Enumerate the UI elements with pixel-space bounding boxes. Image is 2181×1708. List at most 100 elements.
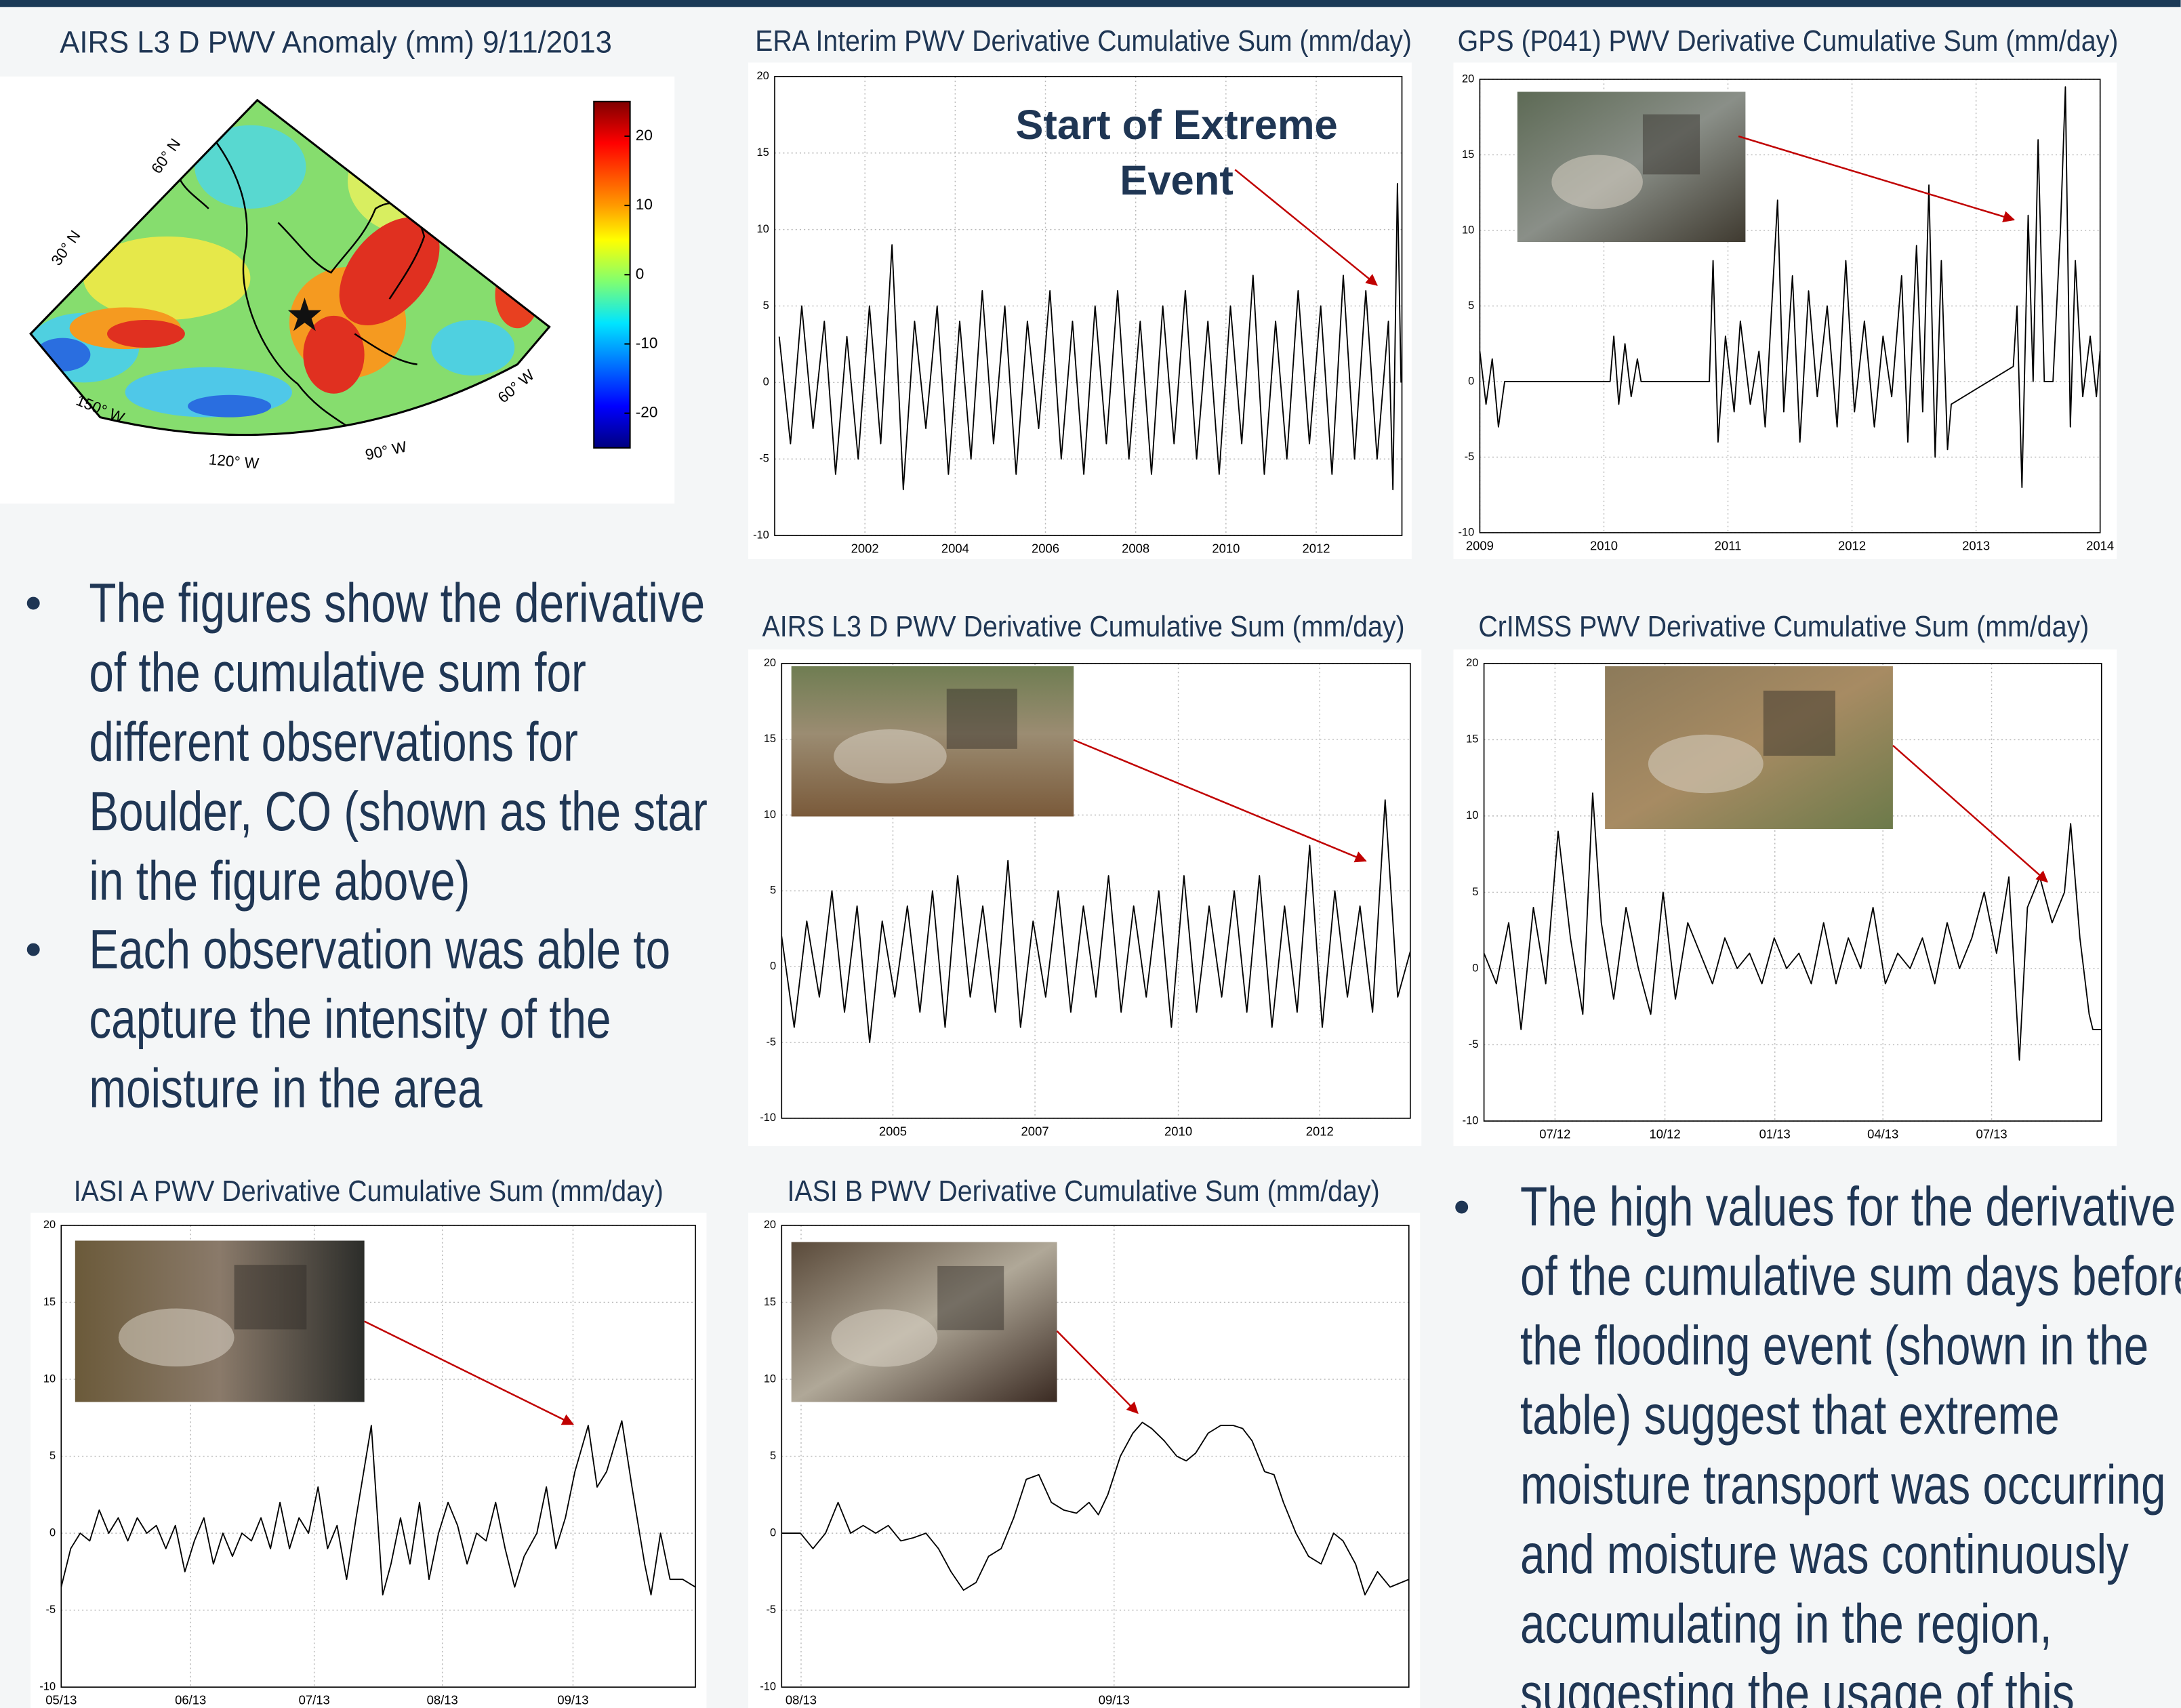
- x-tick-label: 2011: [1715, 538, 1742, 552]
- y-tick-label: 0: [770, 1526, 776, 1539]
- photo-detail: [831, 1309, 937, 1367]
- y-tick-label: 20: [764, 657, 776, 669]
- x-tick-label: 2010: [1164, 1124, 1192, 1138]
- annotation: Start of Extreme: [1015, 102, 1337, 148]
- y-tick-label: 15: [1462, 148, 1474, 161]
- y-tick-label: 20: [757, 70, 769, 82]
- y-tick-label: -10: [39, 1681, 56, 1693]
- y-tick-label: 20: [43, 1219, 56, 1231]
- x-tick-label: 06/13: [175, 1693, 206, 1707]
- y-tick-label: 15: [1466, 733, 1478, 746]
- colorbar-label: 10: [636, 196, 653, 213]
- x-tick-label: 01/13: [1759, 1126, 1791, 1141]
- x-tick-label: 2010: [1212, 541, 1240, 555]
- map-title: AIRS L3 D PWV Anomaly (mm) 9/11/2013: [60, 25, 612, 60]
- x-tick-label: 04/13: [1867, 1126, 1898, 1141]
- y-tick-label: 0: [1472, 962, 1478, 974]
- y-tick-label: 5: [763, 300, 769, 312]
- y-tick-label: -5: [1469, 1038, 1479, 1051]
- annotation: Event: [1120, 157, 1234, 204]
- y-tick-label: 0: [49, 1526, 56, 1539]
- chart-title: GPS (P041) PWV Derivative Cumulative Sum…: [1458, 25, 2119, 58]
- chart-title: ERA Interim PWV Derivative Cumulative Su…: [755, 25, 1412, 58]
- x-tick-label: 07/13: [1976, 1126, 2007, 1141]
- x-tick-label: 07/12: [1539, 1126, 1570, 1141]
- x-tick-label: 2013: [1962, 538, 1990, 552]
- y-tick-label: -5: [766, 1036, 776, 1048]
- chart-title: IASI B PWV Derivative Cumulative Sum (mm…: [787, 1175, 1379, 1208]
- colorbar-label: -10: [636, 334, 658, 351]
- x-tick-label: 2004: [941, 541, 969, 555]
- y-tick-label: -5: [759, 453, 769, 465]
- y-tick-label: 10: [43, 1372, 56, 1385]
- y-tick-label: 0: [770, 960, 776, 973]
- x-tick-label: 05/13: [45, 1693, 77, 1707]
- x-tick-label: 2009: [1466, 538, 1494, 552]
- y-tick-label: -10: [1463, 1114, 1479, 1126]
- y-tick-label: 10: [1462, 224, 1474, 236]
- y-tick-label: 10: [764, 809, 776, 821]
- x-tick-label: 2007: [1021, 1124, 1049, 1138]
- y-tick-label: 10: [764, 1372, 776, 1385]
- y-tick-label: 0: [763, 376, 769, 388]
- colorbar-label: 20: [636, 127, 653, 144]
- y-tick-label: -5: [45, 1604, 56, 1616]
- chart-title: CrIMSS PWV Derivative Cumulative Sum (mm…: [1478, 611, 2089, 643]
- y-tick-label: -5: [1465, 451, 1475, 463]
- photo-detail: [1643, 115, 1700, 175]
- x-tick-label: 2005: [879, 1124, 907, 1138]
- x-tick-label: 09/13: [1099, 1693, 1130, 1707]
- y-tick-label: -10: [1459, 526, 1475, 538]
- x-tick-label: 2008: [1122, 541, 1149, 555]
- photo-detail: [1648, 735, 1764, 793]
- y-tick-label: -10: [760, 1112, 776, 1124]
- x-tick-label: 2010: [1590, 538, 1618, 552]
- x-tick-label: 2012: [1306, 1124, 1334, 1138]
- y-tick-label: 20: [1466, 657, 1478, 669]
- y-tick-label: -10: [753, 529, 769, 541]
- colorbar-label: 0: [636, 265, 645, 282]
- y-tick-label: 15: [764, 1296, 776, 1308]
- x-tick-label: 08/13: [427, 1693, 458, 1707]
- x-tick-label: 2014: [2086, 538, 2114, 552]
- x-tick-label: 2006: [1032, 541, 1059, 555]
- chart-title: IASI A PWV Derivative Cumulative Sum (mm…: [74, 1175, 664, 1208]
- x-tick-label: 07/13: [299, 1693, 330, 1707]
- chart-title: AIRS L3 D PWV Derivative Cumulative Sum …: [762, 611, 1405, 643]
- y-tick-label: -10: [760, 1681, 776, 1693]
- photo-detail: [947, 689, 1017, 749]
- y-tick-label: 5: [49, 1450, 56, 1462]
- photo-detail: [937, 1266, 1004, 1330]
- y-tick-label: 10: [1466, 809, 1478, 821]
- x-tick-label: 08/13: [786, 1693, 817, 1707]
- x-tick-label: 2012: [1302, 541, 1330, 555]
- x-tick-label: 2002: [851, 541, 879, 555]
- x-tick-label: 2012: [1838, 538, 1866, 552]
- page: •The figures show the derivativeof the c…: [0, 0, 2181, 1708]
- y-tick-label: 20: [1462, 73, 1474, 85]
- y-tick-label: 15: [43, 1296, 56, 1308]
- y-tick-label: 5: [770, 1450, 776, 1462]
- top-bar: [0, 0, 2181, 7]
- photo-detail: [119, 1308, 235, 1366]
- x-tick-label: 09/13: [557, 1693, 588, 1707]
- y-tick-label: 15: [764, 733, 776, 745]
- photo-detail: [1551, 155, 1643, 209]
- y-tick-label: 0: [1468, 375, 1474, 387]
- photo-detail: [834, 729, 947, 784]
- y-tick-label: 15: [757, 146, 769, 159]
- y-tick-label: -5: [766, 1604, 776, 1616]
- y-tick-label: 5: [1472, 886, 1478, 898]
- y-tick-label: 20: [764, 1219, 776, 1231]
- map-field: [107, 320, 185, 348]
- y-tick-label: 10: [757, 223, 769, 235]
- y-tick-label: 5: [1468, 300, 1474, 312]
- colorbar-label: -20: [636, 404, 658, 421]
- y-tick-label: 5: [770, 884, 776, 897]
- photo-detail: [235, 1265, 307, 1329]
- slide: AIRS L3 D PWV Anomaly (mm) 9/11/2013 60°…: [0, 0, 2181, 1708]
- map-field: [431, 320, 514, 375]
- x-tick-label: 10/12: [1649, 1126, 1680, 1141]
- photo-detail: [1764, 691, 1835, 756]
- map-field: [188, 395, 271, 418]
